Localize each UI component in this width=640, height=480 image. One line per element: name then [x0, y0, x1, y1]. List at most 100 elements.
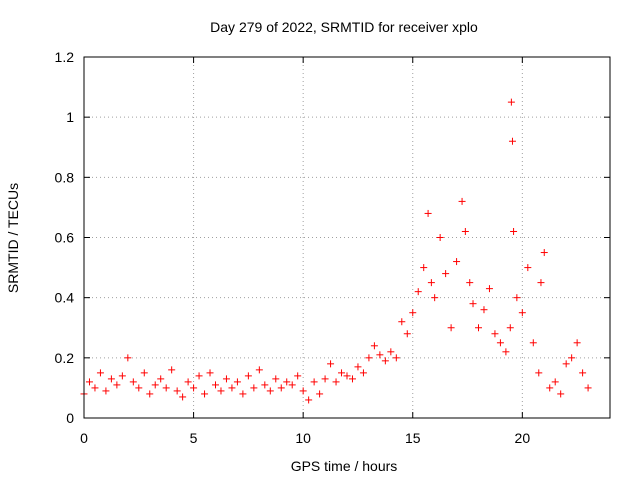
x-axis-label: GPS time / hours: [291, 458, 398, 474]
data-point: [140, 369, 148, 377]
data-point: [573, 339, 581, 347]
data-point: [535, 369, 543, 377]
data-point: [244, 372, 252, 380]
x-tick-label: 0: [80, 430, 88, 446]
x-tick-label: 5: [190, 430, 198, 446]
data-point: [424, 209, 432, 217]
data-point: [266, 387, 274, 395]
data-point: [228, 384, 236, 392]
data-point: [414, 288, 422, 296]
data-point: [491, 330, 499, 338]
data-point: [299, 387, 307, 395]
data-point: [201, 390, 209, 398]
data-point: [365, 354, 373, 362]
data-point: [310, 378, 318, 386]
data-point: [518, 309, 526, 317]
data-point: [427, 279, 435, 287]
data-point: [255, 366, 263, 374]
y-axis-label: SRMTID / TECUs: [5, 183, 21, 293]
data-point: [409, 309, 417, 317]
plot-frame: [83, 56, 611, 419]
data-point: [162, 384, 170, 392]
data-point: [480, 306, 488, 314]
grid-layer: [84, 57, 610, 418]
data-point: [124, 354, 132, 362]
data-point: [524, 264, 532, 272]
data-point: [540, 249, 548, 257]
data-point: [102, 387, 110, 395]
data-point: [222, 375, 230, 383]
data-point: [118, 372, 126, 380]
data-point: [85, 378, 93, 386]
x-tick-label: 20: [515, 430, 531, 446]
data-point: [496, 339, 504, 347]
data-point: [96, 369, 104, 377]
data-point: [376, 351, 384, 359]
data-point: [562, 360, 570, 368]
data-point: [239, 390, 247, 398]
data-point: [195, 372, 203, 380]
data-point: [129, 378, 137, 386]
data-point: [316, 390, 324, 398]
data-point: [338, 369, 346, 377]
data-point: [551, 378, 559, 386]
data-point: [343, 372, 351, 380]
data-point: [568, 354, 576, 362]
data-point: [113, 381, 121, 389]
x-tick-label: 15: [405, 430, 421, 446]
data-point: [272, 375, 280, 383]
data-point: [508, 137, 516, 145]
data-point: [403, 330, 411, 338]
data-point: [442, 270, 450, 278]
data-point: [557, 390, 565, 398]
data-point: [506, 324, 514, 332]
data-point: [458, 197, 466, 205]
data-point: [151, 381, 159, 389]
data-point: [277, 384, 285, 392]
data-point: [529, 339, 537, 347]
y-tick-label: 0.2: [55, 350, 75, 366]
data-point: [184, 378, 192, 386]
data-point: [190, 384, 198, 392]
data-point: [91, 384, 99, 392]
data-point: [250, 384, 258, 392]
data-point: [173, 387, 181, 395]
data-point: [321, 375, 329, 383]
data-points-layer: [80, 98, 592, 404]
data-point: [294, 372, 302, 380]
data-point: [212, 381, 219, 389]
y-tick-label: 1.2: [55, 49, 75, 65]
data-point: [381, 357, 389, 365]
data-point: [507, 98, 515, 106]
data-point: [107, 375, 115, 383]
data-point: [370, 342, 378, 350]
data-point: [513, 294, 521, 302]
data-point: [354, 363, 362, 371]
y-tick-label: 0: [66, 410, 74, 426]
data-point: [217, 387, 225, 395]
data-point: [584, 384, 592, 392]
y-tick-label: 0.4: [55, 290, 75, 306]
ticks-layer: 0 5 10 15 20 0 0.2 0.4 0.6 0.8 1 1.2: [55, 49, 610, 446]
data-point: [305, 396, 313, 404]
y-tick-label: 1: [66, 109, 74, 125]
data-point: [469, 300, 477, 308]
data-point: [168, 366, 176, 374]
data-point: [546, 384, 554, 392]
data-point: [157, 375, 165, 383]
chart-title: Day 279 of 2022, SRMTID for receiver xpl…: [210, 19, 478, 35]
data-point: [436, 234, 444, 241]
data-point: [392, 354, 400, 362]
data-point: [283, 378, 291, 386]
data-point: [135, 384, 143, 392]
data-point: [206, 369, 214, 377]
data-point: [359, 369, 367, 377]
data-point: [502, 348, 510, 356]
data-point: [387, 348, 395, 356]
data-point: [146, 390, 154, 398]
y-tick-label: 0.8: [55, 169, 75, 185]
data-point: [485, 285, 493, 293]
x-tick-label: 10: [295, 430, 311, 446]
data-point: [510, 227, 518, 235]
